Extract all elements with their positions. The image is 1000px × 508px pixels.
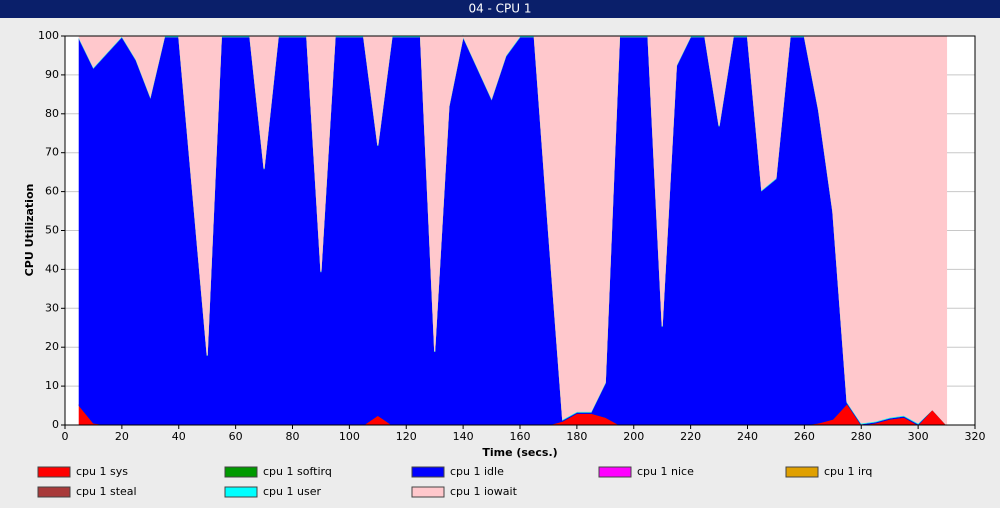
legend-swatch xyxy=(411,466,445,478)
legend-label: cpu 1 nice xyxy=(637,465,694,478)
legend-swatch xyxy=(224,466,258,478)
legend-swatch xyxy=(37,486,71,498)
x-tick-label: 280 xyxy=(851,430,872,443)
y-tick-label: 60 xyxy=(45,185,59,198)
areas xyxy=(78,34,948,427)
legend-label: cpu 1 sys xyxy=(76,465,128,478)
x-tick-label: 220 xyxy=(680,430,701,443)
x-tick-label: 140 xyxy=(453,430,474,443)
y-tick-label: 10 xyxy=(45,379,59,392)
y-tick-label: 100 xyxy=(38,29,59,42)
x-tick-label: 0 xyxy=(62,430,69,443)
legend-swatch xyxy=(224,486,258,498)
legend-swatch xyxy=(37,466,71,478)
y-tick-label: 50 xyxy=(45,224,59,237)
x-tick-label: 60 xyxy=(229,430,243,443)
x-tick-label: 260 xyxy=(794,430,815,443)
legend-label: cpu 1 steal xyxy=(76,485,137,498)
x-tick-label: 120 xyxy=(396,430,417,443)
legend-label: cpu 1 user xyxy=(263,485,321,498)
legend-swatch xyxy=(411,486,445,498)
y-tick-label: 80 xyxy=(45,107,59,120)
title-bar xyxy=(0,0,1000,18)
legend-label: cpu 1 iowait xyxy=(450,485,518,498)
legend-label: cpu 1 softirq xyxy=(263,465,332,478)
x-tick-label: 20 xyxy=(115,430,129,443)
y-tick-label: 90 xyxy=(45,68,59,81)
x-tick-label: 80 xyxy=(286,430,300,443)
axes: 0 10 20 30 40 50 60 70 80 90 100 0 20 40 60 80 100 120 140… xyxy=(38,29,986,443)
y-tick-label: 70 xyxy=(45,146,59,159)
legend-label: cpu 1 irq xyxy=(824,465,872,478)
y-tick-label: 20 xyxy=(45,340,59,353)
x-tick-label: 240 xyxy=(737,430,758,443)
y-tick-label: 40 xyxy=(45,262,59,275)
x-tick-label: 180 xyxy=(566,430,587,443)
y-tick-label: 0 xyxy=(52,418,59,431)
x-tick-label: 200 xyxy=(623,430,644,443)
legend: cpu 1 sys cpu 1 softirq cpu 1 idle cpu 1 ni… xyxy=(37,465,872,498)
x-axis-title: Time (secs.) xyxy=(482,446,557,459)
x-tick-label: 300 xyxy=(908,430,929,443)
legend-swatch xyxy=(785,466,819,478)
x-tick-label: 40 xyxy=(172,430,186,443)
chart-title: 04 - CPU 1 xyxy=(468,2,531,16)
legend-label: cpu 1 idle xyxy=(450,465,504,478)
legend-swatch xyxy=(598,466,632,478)
y-tick-label: 30 xyxy=(45,301,59,314)
y-axis-title: CPU Utilization xyxy=(23,184,36,277)
x-tick-label: 320 xyxy=(965,430,986,443)
x-tick-label: 100 xyxy=(339,430,360,443)
plot-border xyxy=(64,35,976,426)
x-tick-label: 160 xyxy=(510,430,531,443)
